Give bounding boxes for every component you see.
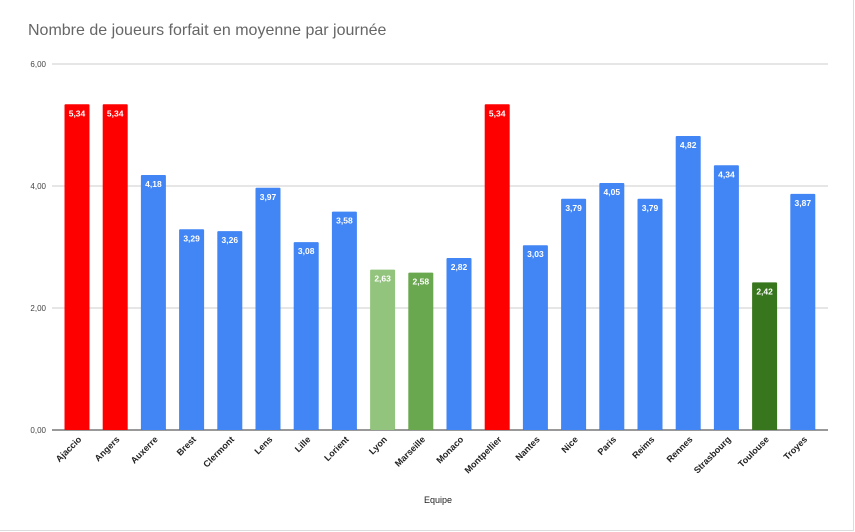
x-tick-label: Marseille [393, 434, 427, 468]
data-label: 3,26 [222, 235, 239, 245]
x-tick-label: Strasbourg [692, 434, 733, 475]
data-label: 2,63 [374, 274, 391, 284]
bar-toulouse [752, 282, 778, 430]
data-label: 3,79 [565, 203, 582, 213]
x-tick-label: Lens [252, 434, 274, 456]
x-tick-label: Nice [559, 434, 580, 455]
bar-angers [102, 104, 128, 431]
bar-auxerre [140, 175, 166, 430]
x-tick-label: Rennes [665, 434, 695, 464]
x-tick-label: Reims [630, 434, 656, 460]
data-label: 4,18 [145, 179, 162, 189]
data-label: 5,34 [489, 108, 506, 118]
data-label: 3,08 [298, 246, 315, 256]
data-label: 3,29 [183, 233, 200, 243]
data-label: 2,42 [756, 286, 773, 296]
y-axis: 0,00 2,00 4,00 6,00 [30, 60, 46, 435]
data-label: 4,82 [680, 140, 697, 150]
x-tick-label: Clermont [201, 434, 236, 469]
bar-clermont [217, 231, 243, 430]
y-tick-label: 2,00 [30, 304, 46, 313]
data-label: 2,58 [413, 277, 430, 287]
bar-lens [255, 187, 281, 430]
bar-marseille [408, 272, 434, 430]
bars: 5,34 5,34 4,18 3,29 3,26 3,97 3,08 3,58 2,63 2,58… [64, 104, 816, 431]
x-tick-label: Lorient [322, 434, 351, 463]
x-tick-label: Monaco [434, 434, 465, 465]
data-label: 4,05 [604, 187, 621, 197]
x-tick-label: Toulouse [736, 434, 771, 469]
data-label: 5,34 [69, 108, 86, 118]
bar-lille [293, 242, 319, 430]
chart-title: Nombre de joueurs forfait en moyenne par… [28, 22, 387, 39]
bar-monaco [446, 258, 472, 430]
bar-rennes [675, 136, 701, 430]
gridlines [52, 63, 828, 431]
bar-paris [599, 183, 625, 430]
bar-strasbourg [713, 165, 739, 431]
data-label: 4,34 [718, 169, 735, 179]
x-tick-label: Lille [293, 434, 313, 454]
bar-troyes [790, 193, 816, 430]
x-tick-label: Troyes [782, 434, 810, 462]
bar-lyon [370, 269, 396, 430]
x-tick-label: Montpellier [463, 434, 504, 475]
y-tick-label: 6,00 [30, 60, 46, 69]
data-label: 3,79 [642, 203, 659, 213]
bar-montpellier [484, 104, 510, 431]
bar-nantes [522, 245, 548, 430]
data-label: 3,87 [795, 198, 812, 208]
bar-reims [637, 198, 663, 430]
y-tick-label: 4,00 [30, 182, 46, 191]
data-label: 2,82 [451, 262, 468, 272]
data-label: 3,97 [260, 192, 277, 202]
x-tick-label: Paris [596, 434, 619, 457]
x-tick-label: Lyon [367, 434, 389, 456]
x-axis: Ajaccio Angers Auxerre Brest Clermont Lens Lil… [54, 434, 810, 475]
data-label: 5,34 [107, 108, 124, 118]
x-tick-label: Nantes [514, 434, 542, 462]
x-tick-label: Brest [175, 434, 198, 457]
bar-ajaccio [64, 104, 90, 431]
x-tick-label: Auxerre [129, 434, 160, 465]
data-label: 3,03 [527, 249, 544, 259]
bar-brest [179, 229, 205, 430]
x-tick-label: Angers [93, 434, 122, 463]
bar-lorient [331, 211, 357, 430]
data-label: 3,58 [336, 216, 353, 226]
bar-nice [561, 198, 587, 430]
y-tick-label: 0,00 [30, 426, 46, 435]
x-axis-title: Equipe [424, 495, 452, 505]
x-tick-label: Ajaccio [54, 434, 84, 464]
